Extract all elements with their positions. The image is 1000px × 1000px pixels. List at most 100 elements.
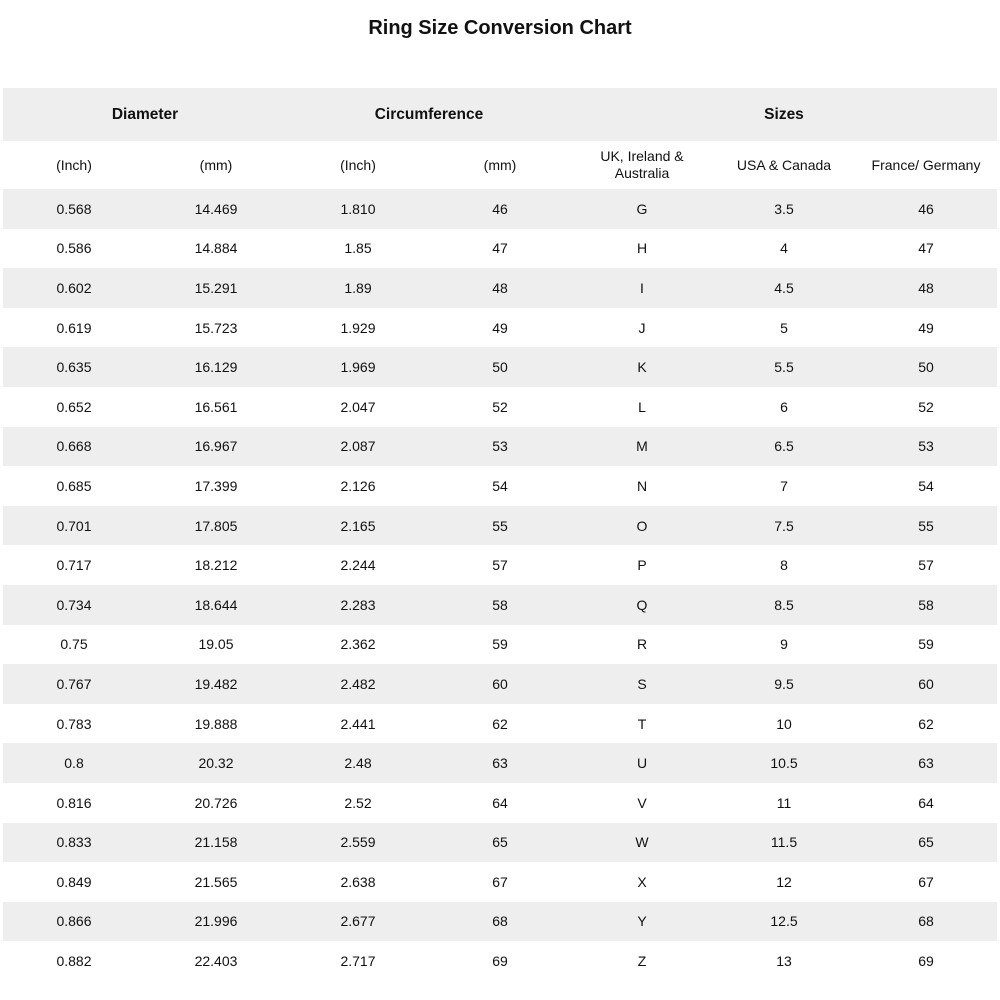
table-row: 0.767 19.482 2.482 60 S 9.5 60 (3, 664, 997, 704)
cell-diameter-mm: 19.482 (145, 664, 287, 704)
cell-circumference-inch: 2.638 (340, 873, 376, 890)
cell-diameter-inch: 0.652 (56, 398, 92, 415)
cell-circumference-mm: 64 (492, 794, 508, 811)
cell-uk-size: J (638, 319, 646, 336)
cell-circumference-inch: 2.283 (287, 584, 429, 625)
header-diameter: Diameter (3, 88, 287, 141)
cell-uk-size: Q (571, 584, 713, 625)
cell-uk-size: N (636, 477, 648, 494)
cell-uk-size: H (636, 240, 648, 257)
cell-usa-size: 9.5 (713, 664, 855, 704)
cell-circumference-mm: 58 (429, 584, 571, 625)
cell-circumference-mm: 65 (429, 822, 571, 863)
cell-uk-size: S (571, 664, 713, 704)
table-row: 0.602 15.291 1.89 48 I 4.5 48 (3, 268, 997, 308)
cell-circumference-inch: 2.482 (287, 664, 429, 704)
page-title: Ring Size Conversion Chart (368, 17, 632, 39)
cell-eu-size: 46 (855, 189, 997, 229)
cell-diameter-inch: 0.685 (56, 477, 92, 494)
subheader-circumference-mm: (mm) (483, 156, 517, 173)
cell-eu-size: 63 (855, 743, 997, 783)
cell-eu-size: 57 (918, 557, 934, 574)
cell-usa-size: 10 (776, 715, 792, 732)
cell-uk-size: M (571, 426, 713, 467)
table-row: 0.619 15.723 1.929 49 J 5 49 (3, 308, 997, 348)
subheader-usa-size: USA & Canada (736, 156, 832, 173)
subheader-diameter-inch: (Inch) (56, 156, 92, 173)
cell-usa-size: 7 (780, 477, 788, 494)
cell-uk-size: P (637, 557, 647, 574)
header-circumference: Circumference (287, 88, 571, 141)
cell-uk-size: G (571, 189, 713, 229)
cell-eu-size: 58 (855, 584, 997, 625)
cell-eu-size: 68 (855, 901, 997, 942)
ring-size-table: Diameter Circumference Sizes (Inch) (mm)… (3, 88, 997, 981)
cell-circumference-inch: 2.126 (340, 477, 376, 494)
cell-uk-size: I (571, 268, 713, 308)
subheader-diameter-mm: (mm) (199, 156, 233, 173)
cell-usa-size: 5.5 (713, 347, 855, 387)
cell-eu-size: 64 (918, 794, 934, 811)
cell-eu-size: 54 (918, 477, 934, 494)
cell-circumference-inch: 2.48 (287, 743, 429, 783)
cell-diameter-inch: 0.701 (3, 505, 145, 546)
cell-eu-size: 47 (918, 240, 934, 257)
table-row: 0.849 21.565 2.638 67 X 12 67 (3, 862, 997, 902)
cell-diameter-mm: 19.888 (194, 715, 238, 732)
cell-circumference-inch: 2.677 (287, 901, 429, 942)
table-row: 0.8 20.32 2.48 63 U 10.5 63 (3, 743, 997, 783)
table-row: 0.586 14.884 1.85 47 H 4 47 (3, 229, 997, 269)
cell-uk-size: T (637, 715, 647, 732)
cell-diameter-mm: 18.212 (194, 557, 238, 574)
cell-diameter-mm: 16.967 (145, 426, 287, 467)
cell-diameter-inch: 0.849 (56, 873, 92, 890)
cell-diameter-mm: 16.561 (194, 398, 238, 415)
header-sizes: Sizes (571, 88, 997, 141)
cell-diameter-inch: 0.635 (3, 347, 145, 387)
table-row: 0.882 22.403 2.717 69 Z 13 69 (3, 941, 997, 981)
cell-diameter-inch: 0.783 (56, 715, 92, 732)
table-row: 0.701 17.805 2.165 55 O 7.5 55 (3, 505, 997, 546)
cell-usa-size: 12.5 (713, 901, 855, 942)
table-row: 0.783 19.888 2.441 62 T 10 62 (3, 704, 997, 744)
cell-uk-size: L (638, 398, 646, 415)
cell-diameter-mm: 17.399 (194, 477, 238, 494)
cell-circumference-mm: 57 (492, 557, 508, 574)
cell-circumference-mm: 47 (492, 240, 508, 257)
cell-diameter-mm: 21.565 (194, 873, 238, 890)
table-row: 0.816 20.726 2.52 64 V 11 64 (3, 783, 997, 823)
cell-diameter-mm: 17.805 (145, 505, 287, 546)
cell-diameter-mm: 21.158 (145, 822, 287, 863)
cell-uk-size: R (636, 636, 648, 653)
cell-eu-size: 48 (855, 268, 997, 308)
cell-eu-size: 50 (855, 347, 997, 387)
cell-diameter-inch: 0.866 (3, 901, 145, 942)
cell-circumference-mm: 54 (492, 477, 508, 494)
cell-circumference-mm: 69 (492, 953, 508, 970)
cell-circumference-mm: 48 (429, 268, 571, 308)
cell-circumference-inch: 1.85 (344, 240, 372, 257)
table-row: 0.652 16.561 2.047 52 L 6 52 (3, 387, 997, 427)
cell-eu-size: 60 (855, 664, 997, 704)
cell-circumference-inch: 2.362 (340, 636, 376, 653)
table-row: 0.734 18.644 2.283 58 Q 8.5 58 (3, 584, 997, 625)
cell-circumference-inch: 1.89 (287, 268, 429, 308)
cell-diameter-inch: 0.8 (3, 743, 145, 783)
table-row: 0.568 14.469 1.810 46 G 3.5 46 (3, 189, 997, 229)
cell-circumference-mm: 52 (492, 398, 508, 415)
cell-usa-size: 4 (780, 240, 788, 257)
cell-eu-size: 67 (918, 873, 934, 890)
cell-usa-size: 13 (776, 953, 792, 970)
cell-eu-size: 62 (918, 715, 934, 732)
cell-uk-size: U (571, 743, 713, 783)
cell-circumference-inch: 2.441 (340, 715, 376, 732)
cell-usa-size: 10.5 (713, 743, 855, 783)
cell-diameter-inch: 0.833 (3, 822, 145, 863)
cell-usa-size: 6 (780, 398, 788, 415)
cell-circumference-inch: 2.717 (340, 953, 376, 970)
cell-diameter-inch: 0.734 (3, 584, 145, 625)
cell-circumference-inch: 2.087 (287, 426, 429, 467)
table-row: 0.685 17.399 2.126 54 N 7 54 (3, 466, 997, 506)
cell-circumference-mm: 46 (429, 189, 571, 229)
cell-diameter-mm: 20.726 (194, 794, 238, 811)
